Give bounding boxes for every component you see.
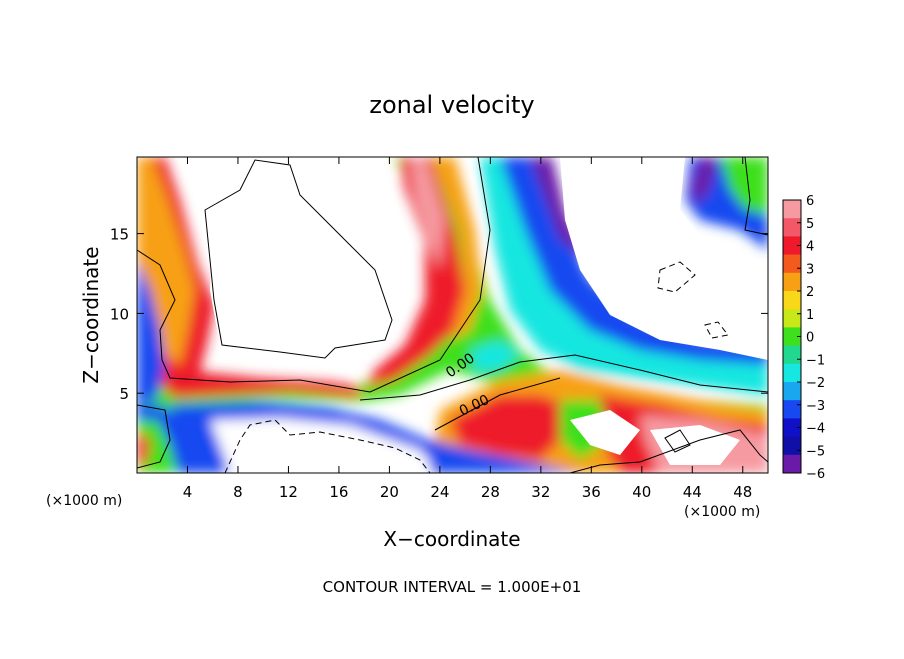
colorbar-swatch: [783, 218, 801, 237]
colorbar-swatch: [783, 327, 801, 347]
x-axis: 4 8 12 16 20 24 28 32 36 40 44 48: [183, 157, 752, 501]
contour-interval-note: CONTOUR INTERVAL = 1.000E+01: [323, 578, 582, 596]
y-axis-label: Z−coordinate: [79, 246, 103, 383]
x-tick-label: 4: [183, 483, 193, 501]
x-tick-label: 28: [481, 483, 500, 501]
colorbar-label: 6: [806, 194, 814, 209]
colorbar-label: 2: [806, 285, 814, 300]
colorbar-label: 5: [806, 217, 814, 232]
chart-title: zonal velocity: [369, 91, 534, 119]
y-tick-label: 15: [110, 226, 129, 244]
colorbar-label: 3: [806, 262, 814, 277]
x-tick-label: 36: [582, 483, 601, 501]
colorbar-swatch: [783, 454, 801, 474]
x-unit-left: (×1000 m): [46, 493, 122, 509]
colorbar-swatch: [783, 436, 801, 456]
x-tick-label: 8: [233, 483, 243, 501]
colorbar-label: −2: [806, 376, 825, 391]
colorbar-label: −4: [806, 422, 825, 437]
negative-contours: [224, 261, 729, 473]
y-axis: 5 10 15: [110, 226, 768, 403]
white-patch-lower: [570, 410, 640, 455]
x-tick-label: 32: [531, 483, 550, 501]
x-tick-label: 20: [380, 483, 399, 501]
contour-lines: [137, 157, 768, 473]
colorbar-swatch: [783, 400, 801, 419]
colorbar-label: 0: [806, 331, 814, 346]
colorbar-swatch: [783, 254, 801, 274]
x-tick-label: 24: [430, 483, 449, 501]
colorbar-swatch: [783, 309, 801, 328]
colorbar-swatch: [783, 200, 801, 219]
x-tick-label: 44: [683, 483, 702, 501]
y-tick-label: 5: [119, 385, 129, 403]
colorbar-label: 4: [806, 240, 814, 255]
colorbar-label: −3: [806, 399, 825, 414]
x-tick-label: 40: [632, 483, 651, 501]
plot-area: 0.00 0.00: [137, 157, 768, 473]
x-tick-label: 48: [733, 483, 752, 501]
colorbar-swatch: [783, 382, 801, 401]
colorbar-swatch: [783, 272, 801, 292]
colorbar-label: −5: [806, 444, 825, 459]
colorbar-swatch: [783, 291, 801, 310]
colorbar-label: −1: [806, 353, 825, 368]
x-unit-right: (×1000 m): [684, 504, 760, 520]
x-tick-label: 16: [329, 483, 348, 501]
x-tick-label: 12: [279, 483, 298, 501]
colorbar-swatch: [783, 236, 801, 256]
colorbar-label: −6: [806, 467, 825, 482]
white-region-upper-left: [210, 160, 395, 355]
colorbar-swatch: [783, 418, 801, 438]
colorbar: 6 5 4 3 2 1 0 −1 −2 −3 −4 −5 −6: [782, 194, 825, 482]
y-tick-label: 10: [110, 305, 129, 323]
colorbar-swatch: [783, 345, 801, 365]
colorbar-swatch: [783, 363, 801, 383]
white-patch-lower-right: [650, 425, 740, 465]
x-axis-label: X−coordinate: [383, 527, 520, 551]
plot-frame: [136, 156, 769, 474]
white-region-upper-right: [560, 157, 768, 360]
colorbar-label: 1: [806, 308, 814, 323]
